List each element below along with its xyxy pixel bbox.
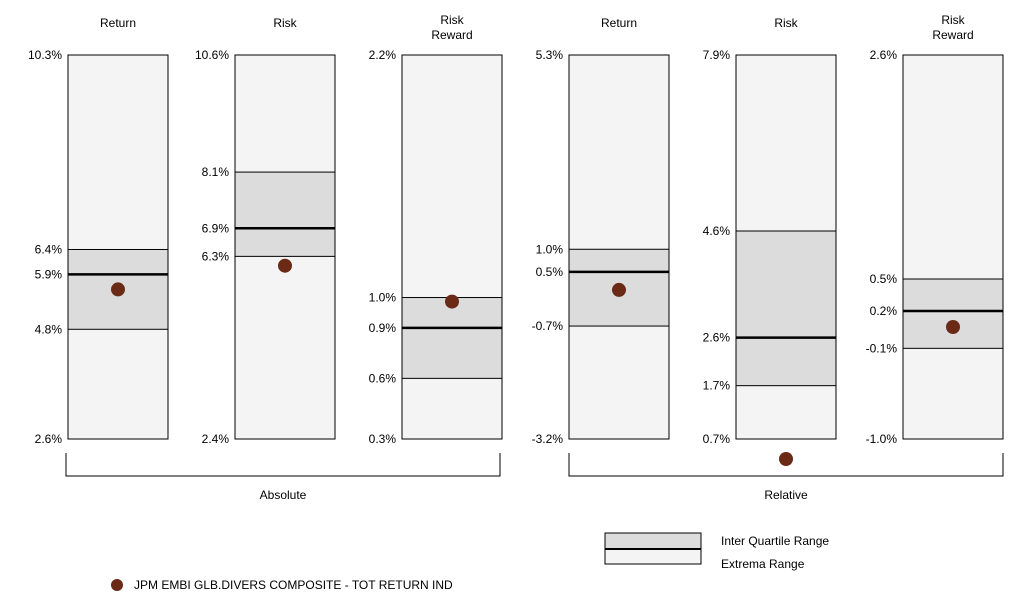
tick-label: 6.9% [202, 221, 230, 235]
panel-title: Risk [941, 13, 965, 27]
extrema-range-bar [401, 54, 503, 440]
tick-label: 0.5% [536, 265, 564, 279]
tick-label: 1.0% [369, 291, 397, 305]
iqr-bar [401, 297, 503, 379]
data-point [111, 282, 125, 297]
tick-label: 7.9% [703, 48, 731, 62]
legend-series-label: JPM EMBI GLB.DIVERS COMPOSITE - TOT RETU… [134, 578, 453, 592]
iqr-bar [234, 171, 336, 257]
extrema-range-bar [67, 54, 169, 440]
tick-label: 10.3% [28, 48, 62, 62]
tick-label: 0.2% [870, 304, 898, 318]
panel-title: Return [601, 16, 637, 30]
legend-iqr-label: Inter Quartile Range [721, 534, 829, 548]
data-point [946, 320, 960, 334]
data-point [612, 282, 626, 297]
tick-label: 2.2% [369, 48, 397, 62]
panel-title: Risk [440, 13, 464, 27]
legend-extrema-label: Extrema Range [721, 557, 805, 571]
tick-label: 10.6% [195, 48, 229, 62]
iqr-bar [735, 230, 837, 387]
panel-title: Risk [774, 16, 798, 30]
tick-label: 4.6% [703, 224, 731, 238]
extrema-range-bar [568, 54, 670, 440]
tick-label: 6.3% [202, 249, 230, 263]
tick-label: 0.9% [369, 321, 397, 335]
tick-label: 0.7% [703, 432, 731, 446]
tick-label: 0.3% [369, 432, 397, 446]
iqr-bar [902, 278, 1004, 349]
legend-series-marker [111, 579, 123, 591]
panel-title: Risk [273, 16, 297, 30]
tick-label: 0.6% [369, 371, 397, 385]
tick-label: -1.0% [866, 432, 898, 446]
data-point [445, 294, 459, 309]
tick-label: 5.9% [35, 267, 63, 281]
tick-label: -0.7% [532, 319, 564, 333]
legend-extrema-swatch [604, 548, 702, 565]
panel-title: Reward [431, 28, 472, 42]
tick-label: 8.1% [202, 165, 230, 179]
group-label: Absolute [260, 488, 307, 502]
group-bracket [568, 453, 1004, 477]
tick-label: 4.8% [35, 322, 63, 336]
panel-title: Return [100, 16, 136, 30]
tick-label: 2.6% [870, 48, 898, 62]
tick-label: 1.7% [703, 379, 731, 393]
tick-label: 6.4% [35, 242, 63, 256]
group-label: Relative [764, 488, 808, 502]
tick-label: 2.6% [703, 331, 731, 345]
group-bracket [65, 453, 501, 477]
panel-title: Reward [932, 28, 973, 42]
data-point [278, 258, 292, 273]
extrema-range-bar [902, 54, 1004, 440]
tick-label: 1.0% [536, 242, 564, 256]
legend-iqr-swatch [604, 532, 702, 550]
tick-label: -3.2% [532, 432, 564, 446]
tick-label: 5.3% [536, 48, 564, 62]
data-point [779, 452, 793, 466]
tick-label: 2.6% [35, 432, 63, 446]
tick-label: -0.1% [866, 341, 898, 355]
tick-label: 0.5% [870, 272, 898, 286]
tick-label: 2.4% [202, 432, 230, 446]
